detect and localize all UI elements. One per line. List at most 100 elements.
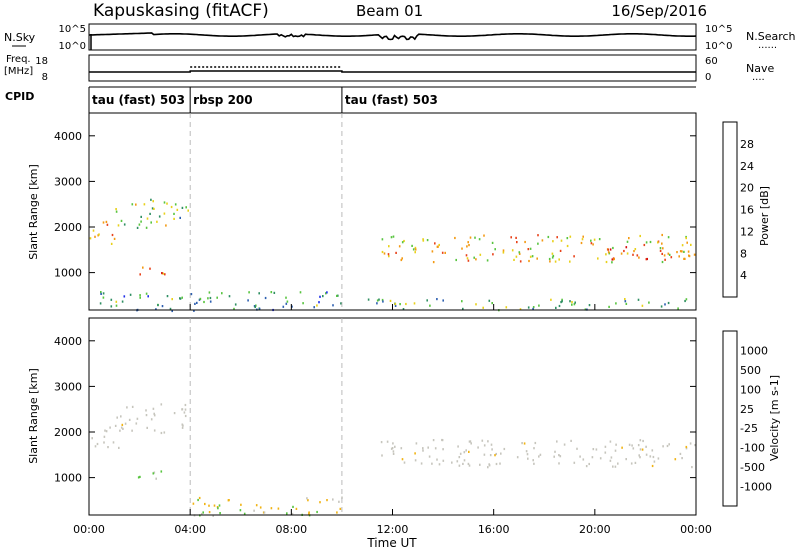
data-cell	[537, 242, 539, 245]
data-cell	[376, 302, 378, 305]
data-cell	[103, 435, 106, 438]
data-cell	[625, 302, 628, 305]
data-cell	[434, 447, 437, 450]
data-cell	[612, 465, 614, 468]
data-cell	[576, 447, 578, 450]
data-cell	[558, 258, 560, 261]
data-cell	[264, 296, 267, 300]
data-cell	[683, 250, 685, 253]
data-cell	[234, 303, 237, 306]
data-cell	[163, 431, 166, 434]
data-cell	[326, 499, 328, 502]
data-cell	[209, 300, 212, 303]
x-tick-label: 20:00	[579, 523, 611, 536]
x-tick-label: 12:00	[377, 523, 409, 536]
data-cell	[442, 448, 444, 451]
data-cell	[474, 236, 476, 239]
data-cell	[295, 507, 298, 510]
data-cell	[187, 209, 189, 212]
cpid-segment-label: tau (fast) 503	[92, 93, 185, 107]
data-cell	[388, 245, 390, 248]
data-cell	[623, 249, 625, 253]
velocity-panel: 1000 2000 3000 4000 Slant Range [km] 1000 50…	[27, 317, 781, 550]
data-cell	[145, 292, 148, 295]
data-cell	[499, 462, 501, 465]
data-cell	[139, 296, 141, 299]
data-cell	[604, 445, 607, 448]
data-cell	[488, 299, 491, 302]
data-cell	[322, 295, 324, 298]
data-cell	[96, 442, 99, 446]
data-cell	[638, 256, 640, 259]
data-cell	[400, 447, 403, 450]
data-cell	[147, 295, 149, 298]
data-cell	[192, 502, 195, 505]
data-cell	[413, 302, 416, 305]
data-cell	[537, 234, 539, 237]
data-cell	[607, 251, 610, 254]
data-cell	[441, 439, 444, 442]
data-cell	[414, 248, 417, 251]
data-cell	[468, 464, 471, 467]
data-cell	[145, 414, 148, 417]
data-cell	[681, 250, 683, 253]
data-cell	[459, 452, 462, 455]
data-cell	[282, 305, 285, 308]
data-cell	[664, 258, 666, 261]
power-colorbar: 4 8 12 16 20 24 28	[722, 121, 754, 298]
freq-panel: Freq. [MHz] 18 8 60 0 Nave ....	[4, 54, 774, 83]
data-cell	[555, 306, 557, 309]
nsearch-label: N.Search	[746, 30, 796, 43]
data-cell	[258, 307, 261, 310]
data-cell	[491, 448, 493, 451]
power-scatter	[89, 198, 696, 313]
nsky-trace	[88, 32, 697, 41]
data-cell	[639, 456, 641, 459]
data-cell	[394, 445, 396, 448]
velocity-colorbar-label: Velocity [m s-1]	[768, 375, 781, 461]
x-tick-label: 04:00	[174, 523, 206, 536]
data-cell	[639, 439, 642, 442]
data-cell	[422, 238, 424, 241]
data-cell	[100, 292, 102, 295]
data-cell	[429, 304, 431, 307]
data-cell	[609, 440, 612, 443]
data-cell	[99, 302, 102, 305]
data-cell	[689, 442, 692, 445]
velocity-scatter	[91, 403, 696, 517]
colorbar-tick-label: 1000	[740, 344, 768, 357]
data-cell	[463, 459, 466, 462]
data-cell	[136, 226, 139, 229]
colorbar-tick-label: -100	[740, 442, 765, 455]
data-cell	[548, 257, 551, 261]
velocity-colorbar: 1000 500 100 25 -25 -100 -500 -1000	[722, 330, 772, 507]
data-cell	[107, 446, 109, 449]
data-cell	[580, 241, 583, 245]
nave-legend: ....	[752, 72, 765, 83]
data-cell	[388, 255, 390, 258]
data-cell	[645, 241, 648, 244]
data-cell	[179, 297, 182, 300]
data-cell	[100, 291, 102, 294]
data-cell	[455, 258, 457, 262]
data-cell	[516, 456, 519, 459]
nsky-frame	[88, 23, 697, 51]
data-cell	[193, 309, 195, 312]
data-cell	[599, 457, 602, 460]
data-cell	[376, 299, 379, 302]
data-cell	[194, 302, 196, 305]
data-cell	[563, 443, 566, 446]
data-cell	[581, 238, 584, 241]
data-cell	[160, 431, 163, 435]
colorbar-tick-label: 4	[740, 269, 747, 282]
data-cell	[170, 205, 173, 209]
y-tick-label: 4000	[54, 335, 82, 348]
data-cell	[140, 220, 142, 223]
data-cell	[160, 470, 163, 473]
data-cell	[611, 261, 613, 264]
data-cell	[319, 501, 321, 504]
data-cell	[336, 511, 338, 514]
data-cell	[392, 442, 394, 445]
data-cell	[149, 212, 151, 215]
cpid-segment-label: rbsp 200	[193, 93, 252, 107]
